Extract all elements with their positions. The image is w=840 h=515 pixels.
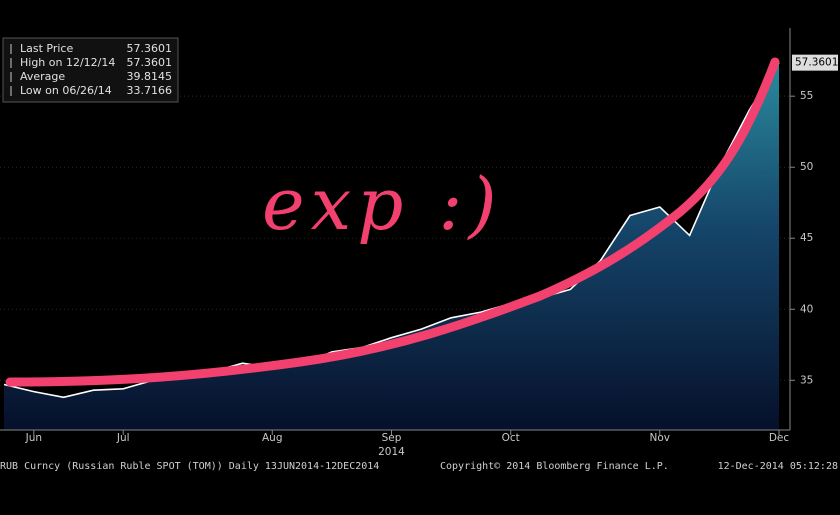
y-tick-label: 55: [800, 90, 813, 102]
annotation: exp :): [262, 162, 503, 246]
x-sublabel: 2014: [378, 446, 405, 458]
last-price-label: 57.3601: [795, 57, 838, 69]
y-tick-label: 40: [800, 303, 813, 315]
legend-label: High on 12/12/14: [20, 56, 115, 69]
legend-value: 57.3601: [127, 56, 173, 69]
legend-label: Low on 06/26/14: [20, 84, 112, 97]
footer-security: RUB Curncy (Russian Ruble SPOT (TOM)) Da…: [0, 461, 379, 472]
y-tick-label: 35: [800, 374, 813, 386]
x-tick-label: Jun: [25, 432, 42, 444]
legend-value: 39.8145: [127, 70, 173, 83]
footer-copyright: Copyright© 2014 Bloomberg Finance L.P.: [440, 461, 669, 472]
legend-box: [2, 37, 179, 103]
x-tick-label: Dec: [769, 432, 790, 444]
last-price-tag: [792, 54, 838, 71]
footer-timestamp: 12-Dec-2014 05:12:28: [718, 461, 838, 472]
x-tick-label: Nov: [650, 432, 671, 444]
legend-value: 33.7166: [127, 84, 173, 97]
plot-area: [0, 62, 790, 430]
y-tick-label: 50: [800, 161, 813, 173]
area-fill: [4, 62, 779, 430]
x-tick-label: Sep: [382, 432, 402, 444]
x-tick-label: Aug: [262, 432, 283, 444]
legend-label: Average: [20, 70, 65, 83]
x-tick-label: Oct: [502, 432, 520, 444]
hand-drawn-curve: [5, 57, 780, 387]
legend-label: Last Price: [20, 42, 73, 55]
y-tick-label: 45: [800, 232, 813, 244]
price-line: [3, 62, 780, 399]
legend: Last Price 57.3601 High on 12/12/14 57.3601…: [2, 37, 179, 103]
x-tick-label: Jul: [116, 432, 130, 444]
legend-value: 57.3601: [127, 42, 173, 55]
